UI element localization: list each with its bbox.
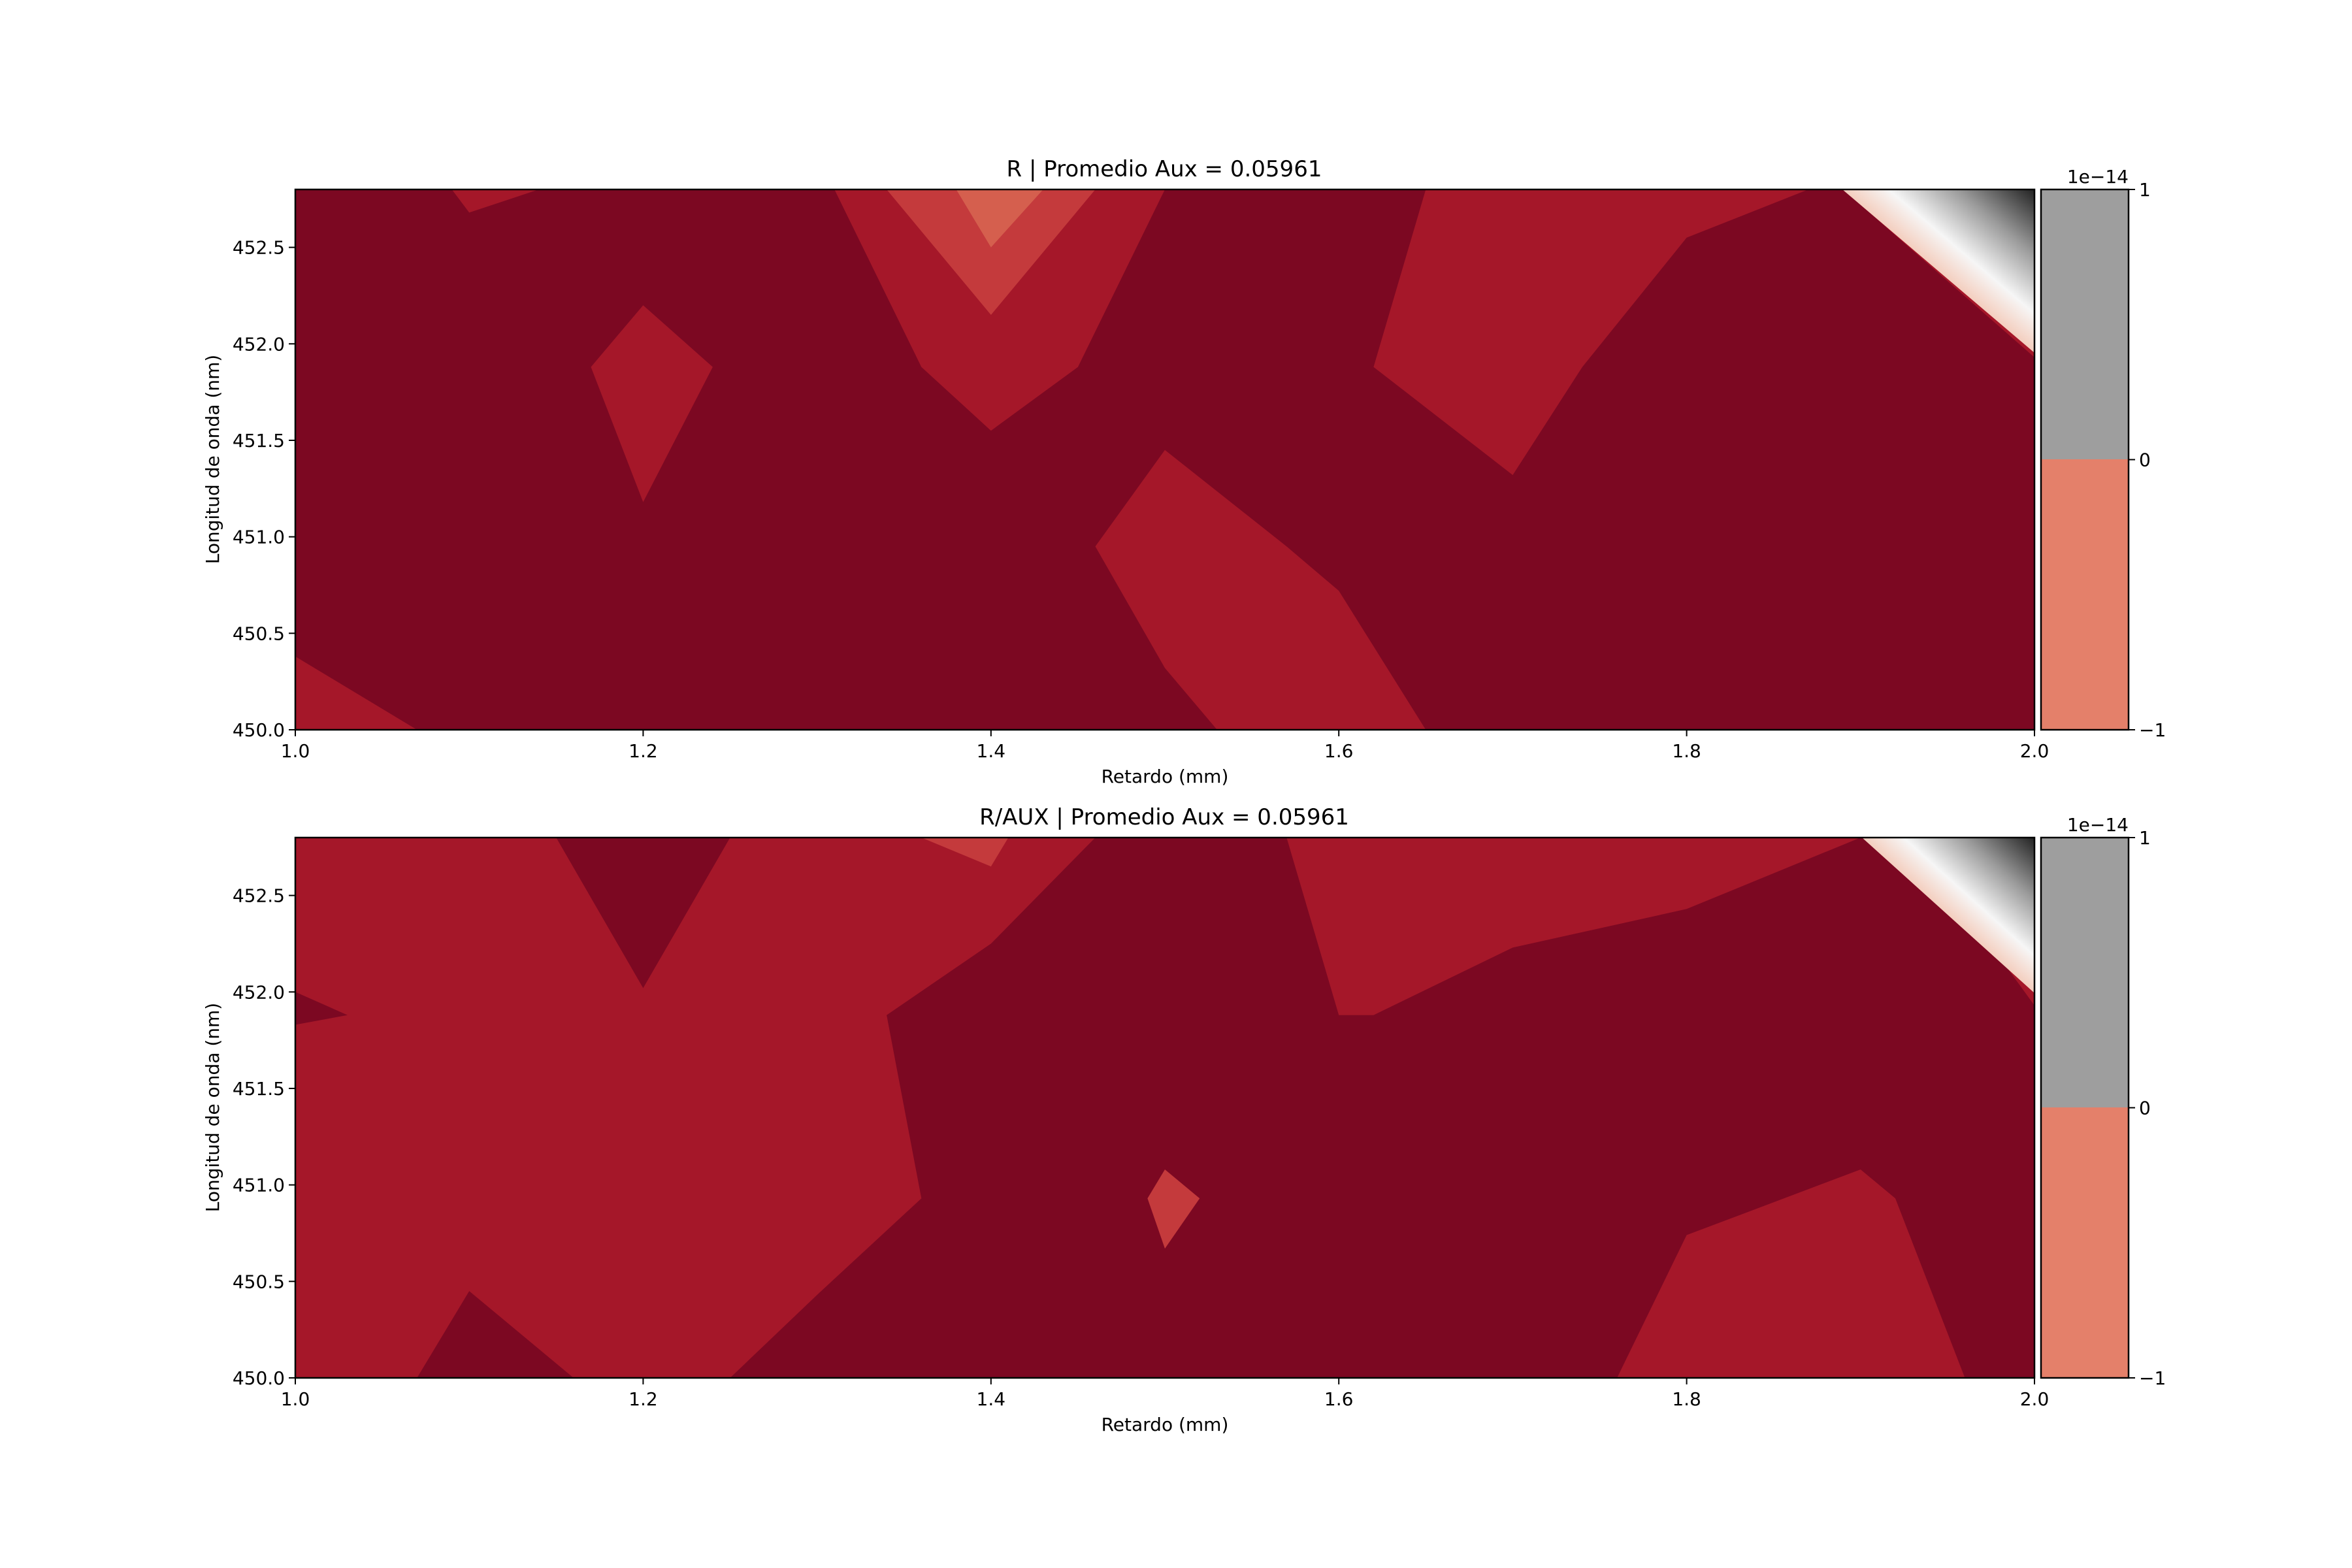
colorbar-ticks: −1 0 1 bbox=[2129, 827, 2166, 1389]
y-tick-label: 452.5 bbox=[233, 885, 285, 907]
colorbar-tick-label: 0 bbox=[2139, 1098, 2151, 1119]
colorbar-offset-label: 1e−14 bbox=[2067, 166, 2129, 188]
corner-gradient-region bbox=[1862, 838, 2034, 993]
contour-region-dark bbox=[417, 1291, 574, 1378]
contour-region-mid bbox=[1095, 449, 1426, 730]
x-tick-label: 1.4 bbox=[977, 740, 1006, 762]
y-tick-label: 451.0 bbox=[233, 1175, 285, 1196]
contour-region-mid bbox=[295, 656, 417, 730]
colorbar-segment-negative bbox=[2041, 459, 2129, 730]
colorbar-tick-label: 1 bbox=[2139, 179, 2151, 201]
colorbar-segment-negative bbox=[2041, 1107, 2129, 1378]
contour-region-lighter bbox=[956, 189, 1043, 248]
contour-region-mid bbox=[591, 305, 713, 502]
plot-frame bbox=[294, 836, 2036, 1379]
y-tick-label: 452.0 bbox=[233, 333, 285, 355]
x-tick-label: 1.0 bbox=[281, 740, 310, 762]
contour-region-dark bbox=[556, 838, 730, 988]
y-axis-label: Longitud de onda (nm) bbox=[202, 1003, 223, 1212]
colorbar-tick-label: 1 bbox=[2139, 827, 2151, 849]
x-tick-label: 1.0 bbox=[281, 1388, 310, 1410]
y-axis-ticks: 450.0 450.5 451.0 451.5 452.0 452.5 bbox=[233, 885, 295, 1389]
x-tick-label: 1.4 bbox=[977, 1388, 1006, 1410]
colorbar: −1 0 1 1e−14 bbox=[2040, 814, 2166, 1389]
contour-region-light bbox=[887, 189, 1096, 315]
colorbar-segment-positive bbox=[2041, 838, 2129, 1107]
y-tick-label: 451.5 bbox=[233, 1078, 285, 1100]
y-axis-ticks: 450.0 450.5 451.0 451.5 452.0 452.5 bbox=[233, 237, 295, 741]
y-axis-label: Longitud de onda (nm) bbox=[202, 355, 223, 564]
contour-region-light bbox=[921, 838, 1009, 867]
x-tick-label: 2.0 bbox=[2020, 1388, 2050, 1410]
x-tick-label: 1.6 bbox=[1324, 740, 1354, 762]
plot-frame bbox=[294, 188, 2036, 731]
y-tick-label: 451.0 bbox=[233, 527, 285, 548]
contour-region-mid bbox=[834, 189, 1165, 431]
colorbar: −1 0 1 1e−14 bbox=[2040, 166, 2166, 741]
chart-title: R/AUX | Promedio Aux = 0.05961 bbox=[979, 804, 1349, 830]
x-axis-ticks: 1.0 1.2 1.4 1.6 1.8 2.0 bbox=[281, 1378, 2050, 1410]
colorbar-ticks: −1 0 1 bbox=[2129, 179, 2166, 741]
chart-panel-bottom: R/AUX | Promedio Aux = 0.05961 1.0 1.2 1.4… bbox=[202, 804, 2166, 1435]
colorbar-tick-label: −1 bbox=[2139, 719, 2166, 741]
contour-region-mid bbox=[1373, 189, 1808, 476]
contour-regions bbox=[295, 838, 2034, 1378]
colorbar-offset-label: 1e−14 bbox=[2067, 814, 2129, 836]
y-tick-label: 450.5 bbox=[233, 1271, 285, 1292]
x-axis-ticks: 1.0 1.2 1.4 1.6 1.8 2.0 bbox=[281, 730, 2050, 762]
y-tick-label: 451.5 bbox=[233, 430, 285, 451]
chart-panel-top: R | Promedio Aux = 0.05961 1.0 1.2 1.4 1.6 1… bbox=[202, 156, 2166, 787]
colorbar-segment-positive bbox=[2041, 189, 2129, 459]
y-tick-label: 450.5 bbox=[233, 623, 285, 644]
y-tick-label: 450.0 bbox=[233, 1367, 285, 1389]
contour-region-dark bbox=[730, 838, 2034, 1378]
contour-region-mid bbox=[451, 189, 539, 213]
x-tick-label: 1.8 bbox=[1672, 740, 1701, 762]
x-tick-label: 2.0 bbox=[2020, 740, 2050, 762]
plot-area bbox=[294, 188, 2036, 731]
corner-gradient-region bbox=[1842, 189, 2034, 353]
y-tick-label: 452.0 bbox=[233, 981, 285, 1003]
y-tick-label: 452.5 bbox=[233, 237, 285, 259]
x-tick-label: 1.8 bbox=[1672, 1388, 1701, 1410]
x-tick-label: 1.6 bbox=[1324, 1388, 1354, 1410]
x-axis-label: Retardo (mm) bbox=[1102, 1414, 1229, 1435]
x-tick-label: 1.2 bbox=[629, 740, 658, 762]
x-tick-label: 1.2 bbox=[629, 1388, 658, 1410]
chart-title: R | Promedio Aux = 0.05961 bbox=[1007, 156, 1322, 182]
contour-region-dark bbox=[295, 992, 348, 1025]
contour-regions bbox=[295, 189, 2034, 730]
colorbar-tick-label: 0 bbox=[2139, 449, 2151, 471]
y-tick-label: 450.0 bbox=[233, 719, 285, 741]
x-axis-label: Retardo (mm) bbox=[1102, 766, 1229, 787]
colorbar-tick-label: −1 bbox=[2139, 1367, 2166, 1389]
plot-area bbox=[294, 836, 2036, 1379]
contour-region-light bbox=[1147, 1169, 1200, 1249]
